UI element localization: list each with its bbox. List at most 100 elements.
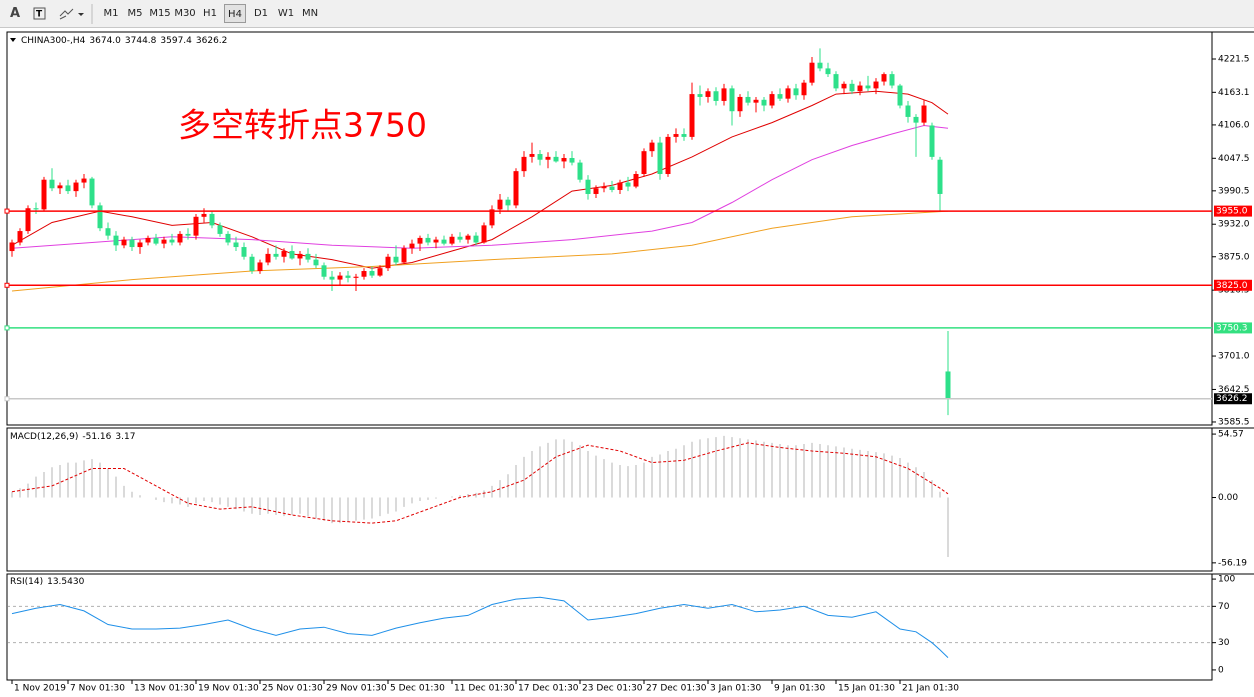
candle-body — [601, 186, 607, 189]
x-tick-label: 15 Jan 01:30 — [838, 684, 895, 694]
candle-body — [905, 105, 911, 117]
label-tool-glyph: T — [36, 10, 43, 20]
indicator-header: MACD(12,26,9) -51.16 3.17 — [10, 432, 135, 442]
y-tick-label: 30 — [1218, 638, 1230, 648]
panel-frame — [6, 31, 1213, 426]
x-tick-label: 9 Jan 01:30 — [774, 684, 826, 694]
chart-header: CHINA300-,H4 3674.0 3744.8 3597.4 3626.2 — [21, 36, 227, 46]
candle-body — [569, 158, 575, 163]
y-tick-label: 4106.0 — [1218, 120, 1250, 130]
candle-body — [865, 85, 871, 89]
level-handle — [4, 208, 10, 214]
candle-body — [857, 85, 863, 92]
candle-body — [113, 235, 119, 246]
level-label: 3955.0 — [1216, 207, 1248, 217]
candle-body — [753, 99, 759, 103]
candle-body — [305, 253, 311, 260]
x-tick-label: 29 Nov 01:30 — [326, 684, 387, 694]
candle-body — [153, 237, 159, 244]
candle-body — [401, 248, 407, 263]
candle-body — [273, 253, 279, 257]
y-tick-label: 3701.0 — [1218, 352, 1250, 362]
candle-body — [345, 275, 351, 278]
plot-area — [11, 435, 949, 558]
candle-body — [121, 239, 127, 246]
x-tick-label: 19 Nov 01:30 — [198, 684, 259, 694]
x-tick-label: 7 Nov 01:30 — [70, 684, 125, 694]
x-tick-label: 1 Nov 2019 — [14, 684, 66, 694]
timeframe-button[interactable]: M30 — [174, 8, 196, 19]
candle-body — [921, 105, 927, 123]
candle-body — [625, 182, 631, 187]
candle-body — [233, 242, 239, 248]
candle-body — [25, 208, 31, 232]
candle-body — [433, 239, 439, 243]
plot-area — [8, 596, 1211, 658]
ohlc-value: 3626.2 — [196, 36, 228, 46]
candle-body — [161, 239, 167, 244]
panel-frame — [6, 573, 1213, 681]
candle-body — [393, 256, 399, 263]
dropdown-arrow[interactable] — [78, 13, 84, 16]
timeframe-button[interactable]: D1 — [253, 8, 269, 19]
candle-body — [321, 265, 327, 277]
candle-body — [249, 256, 255, 272]
shapes-tool-icon[interactable] — [59, 8, 74, 20]
plot — [11, 435, 949, 558]
candle-body — [369, 271, 375, 276]
label-tool-icon[interactable] — [33, 7, 46, 20]
candle-body — [529, 154, 535, 157]
annotation: 多空转折点3750 — [178, 106, 427, 145]
candle-body — [129, 239, 135, 248]
candle-body — [417, 237, 423, 244]
candle-body — [809, 62, 815, 83]
candle-body — [9, 242, 15, 252]
x-tick-label: 5 Dec 01:30 — [390, 684, 445, 694]
candle-body — [785, 88, 791, 99]
timeframe-button[interactable]: H1 — [203, 8, 217, 19]
indicator-name: RSI(14) — [10, 577, 43, 587]
candle-body — [209, 213, 215, 226]
timeframe-button[interactable]: MN — [301, 8, 319, 19]
candle-body — [673, 134, 679, 137]
candle-body — [521, 156, 527, 172]
candle-body — [361, 271, 367, 277]
timeframe-button[interactable]: W1 — [277, 8, 295, 19]
candle-body — [313, 259, 319, 266]
candle-body — [793, 88, 799, 96]
level-handle — [4, 396, 10, 402]
timeframe-button[interactable]: M5 — [127, 8, 143, 19]
level-label-bg — [1214, 205, 1252, 217]
y-tick-label: 70 — [1218, 602, 1230, 612]
candle-body — [929, 125, 935, 157]
candle-body — [721, 88, 727, 101]
timeframe-button[interactable]: M15 — [149, 8, 171, 19]
y-tick-label: 4047.5 — [1218, 154, 1250, 164]
timeframe-button[interactable]: M1 — [103, 8, 119, 19]
text-tool[interactable]: A — [10, 6, 21, 21]
candle-body — [585, 179, 591, 194]
candle-body — [449, 236, 455, 244]
candle-body — [833, 74, 839, 89]
candle-body — [825, 68, 831, 75]
candle-body — [505, 199, 511, 206]
candle-body — [185, 233, 191, 236]
candle-body — [73, 182, 79, 192]
candle-body — [841, 83, 847, 89]
y-tick-label: -56.19 — [1218, 558, 1247, 568]
candle-body — [257, 262, 263, 272]
moving-average — [11, 210, 949, 292]
candle-body — [937, 159, 943, 194]
candle-body — [177, 233, 183, 243]
level-label-bg — [1214, 279, 1252, 291]
candle-body — [697, 94, 703, 97]
candle-body — [57, 185, 63, 189]
toolbar: A T M1 M5 M15 M30 H1 H4 D1 W1 MN — [0, 0, 1254, 28]
level-label: 3825.0 — [1216, 281, 1248, 291]
indicator-name: MACD(12,26,9) — [10, 432, 78, 442]
candle-body — [593, 188, 599, 194]
timeframe-button[interactable]: H4 — [224, 4, 246, 23]
candle-body — [97, 205, 103, 229]
candle-body — [617, 182, 623, 190]
